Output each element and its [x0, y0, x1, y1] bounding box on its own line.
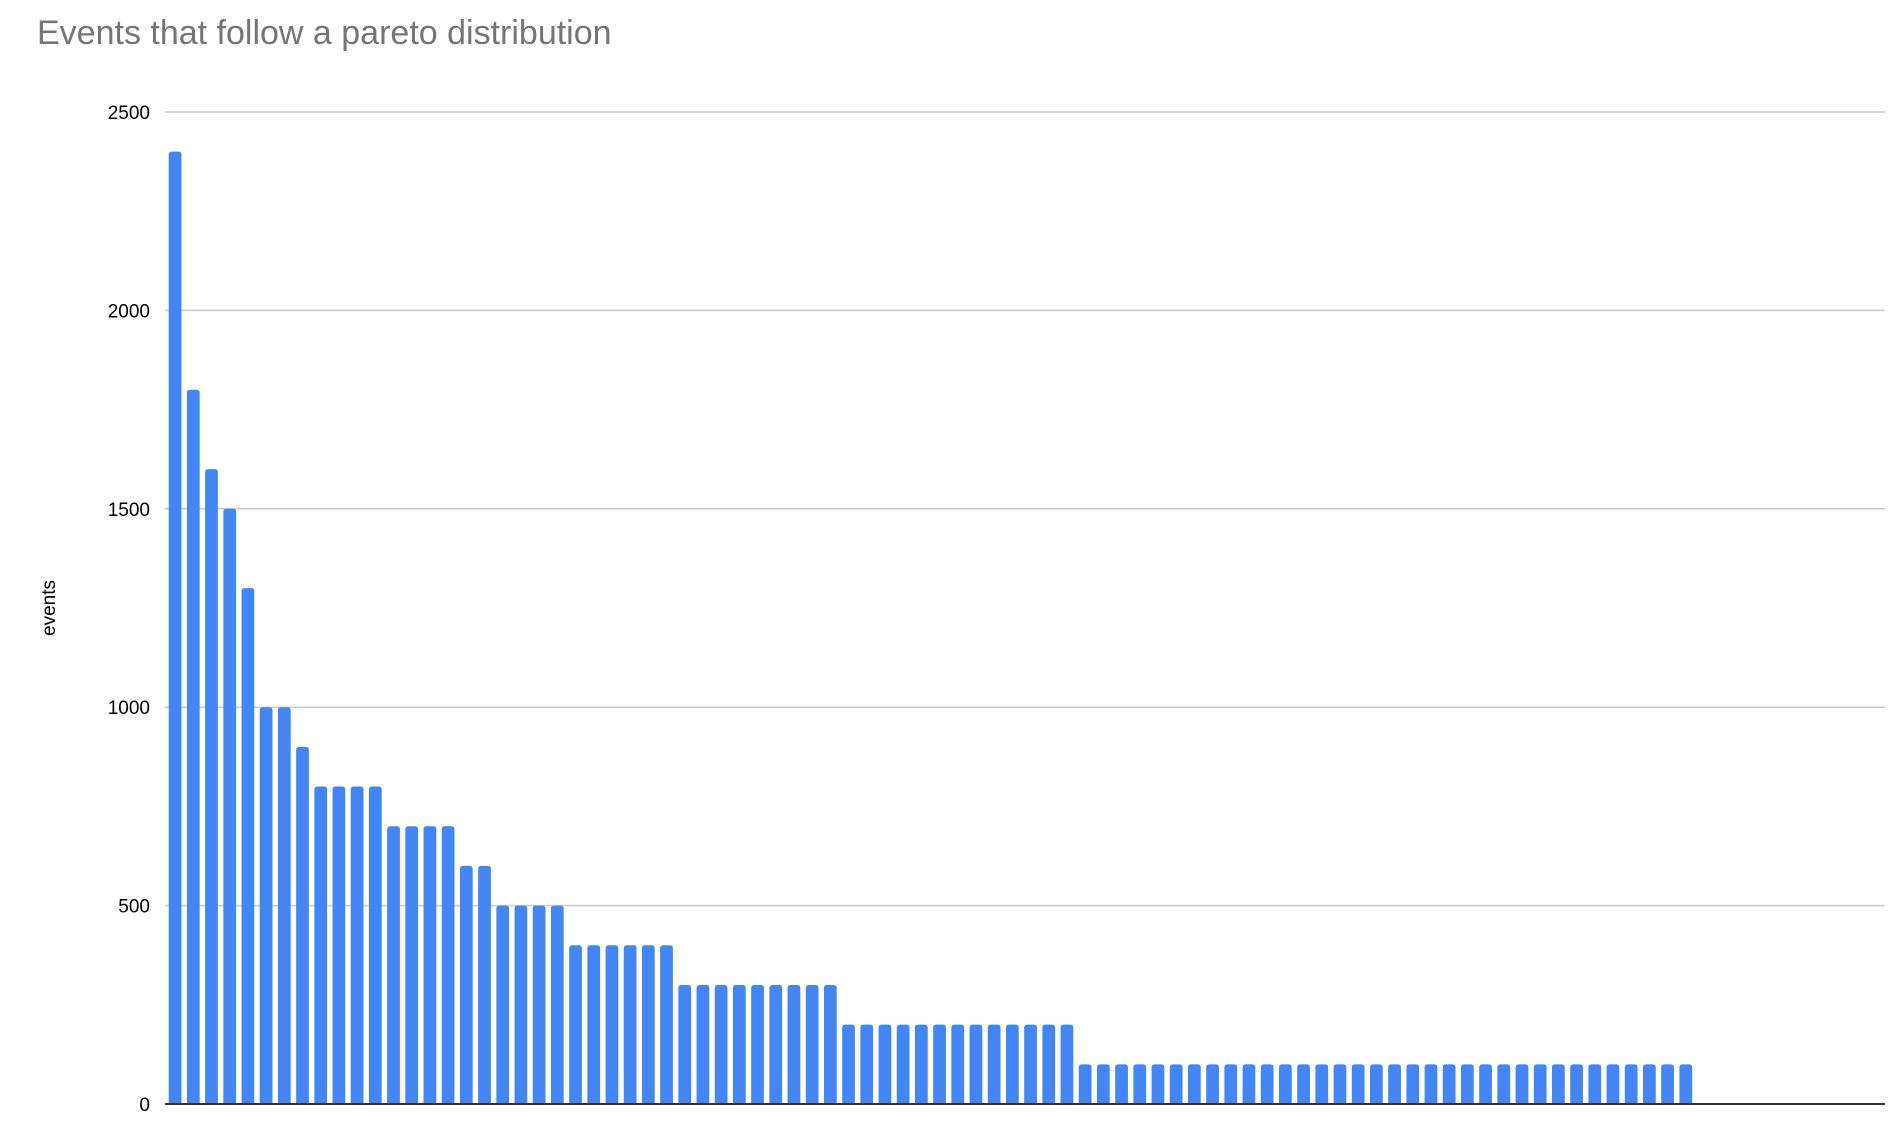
bar — [878, 1024, 892, 1104]
bar — [987, 1024, 1001, 1104]
bar — [1570, 1064, 1583, 1104]
y-tick-label: 500 — [118, 897, 150, 918]
bar — [933, 1024, 946, 1104]
bar — [1278, 1064, 1292, 1104]
bar — [1315, 1064, 1329, 1104]
y-tick-label: 0 — [139, 1095, 150, 1116]
bar — [532, 905, 546, 1104]
bars — [168, 151, 1693, 1104]
bar — [1624, 1064, 1638, 1104]
bar — [423, 826, 437, 1104]
y-tick-label: 2000 — [108, 301, 150, 322]
bar — [259, 707, 273, 1104]
bar — [732, 984, 746, 1104]
bar — [1133, 1064, 1147, 1104]
bar — [168, 151, 182, 1104]
bar — [714, 984, 728, 1104]
bar — [1060, 1024, 1074, 1104]
bar — [1260, 1064, 1274, 1104]
bar — [387, 826, 400, 1104]
bar — [678, 984, 692, 1104]
bar — [623, 945, 637, 1104]
bar — [896, 1024, 910, 1104]
bar — [1515, 1064, 1529, 1104]
y-tick-label: 2500 — [108, 103, 150, 124]
bar — [1424, 1064, 1438, 1104]
y-axis-ticks: 0 500 1000 1500 2000 2500 — [108, 103, 150, 1116]
bar — [587, 945, 601, 1104]
bar — [1442, 1064, 1456, 1104]
bar — [223, 508, 237, 1104]
bar — [514, 905, 528, 1104]
bar — [1151, 1064, 1165, 1104]
bar — [751, 984, 764, 1104]
bar — [1169, 1064, 1183, 1104]
bar — [277, 707, 291, 1104]
bar — [696, 984, 710, 1104]
bar — [186, 389, 200, 1104]
bar — [1005, 1024, 1019, 1104]
bar — [969, 1024, 983, 1104]
bar — [1479, 1064, 1492, 1104]
bar — [1679, 1064, 1693, 1104]
bar — [1206, 1064, 1219, 1104]
bar — [314, 786, 328, 1104]
bar — [1388, 1064, 1401, 1104]
bar — [205, 469, 218, 1104]
bar — [769, 984, 783, 1104]
bar — [241, 588, 255, 1104]
bar — [842, 1024, 855, 1104]
bar — [550, 905, 564, 1104]
bar — [1024, 1024, 1037, 1104]
bar — [1552, 1064, 1565, 1104]
bar — [641, 945, 655, 1104]
bar — [605, 945, 619, 1104]
bar — [1661, 1064, 1674, 1104]
bar — [1461, 1064, 1474, 1104]
gridlines — [165, 111, 1885, 907]
bar — [405, 826, 419, 1104]
bar — [1333, 1064, 1347, 1104]
bar — [1242, 1064, 1256, 1104]
bar — [914, 1024, 928, 1104]
bar — [1297, 1064, 1310, 1104]
bar — [368, 786, 382, 1104]
bar — [350, 786, 364, 1104]
bar — [1588, 1064, 1602, 1104]
bar — [332, 786, 346, 1104]
y-axis-title: events — [39, 580, 60, 636]
bar — [823, 984, 837, 1104]
bar — [1406, 1064, 1420, 1104]
bar — [1224, 1064, 1238, 1104]
bar — [1370, 1064, 1383, 1104]
bar — [478, 865, 491, 1104]
y-tick-label: 1000 — [108, 698, 150, 719]
bar — [805, 984, 819, 1104]
bar — [296, 746, 309, 1104]
bar — [787, 984, 801, 1104]
bar — [1042, 1024, 1056, 1104]
bar — [860, 1024, 874, 1104]
bar — [1351, 1064, 1365, 1104]
bar — [1115, 1064, 1128, 1104]
bar — [441, 826, 455, 1104]
chart-title: Events that follow a pareto distribution — [37, 14, 612, 52]
bar — [1643, 1064, 1656, 1104]
bar — [1187, 1064, 1201, 1104]
bar — [1078, 1064, 1092, 1104]
bar — [1497, 1064, 1511, 1104]
bar — [1606, 1064, 1620, 1104]
bar — [496, 905, 510, 1104]
bar — [951, 1024, 965, 1104]
bar — [459, 865, 473, 1104]
bar — [1096, 1064, 1110, 1104]
y-tick-label: 1500 — [108, 500, 150, 521]
bar — [1533, 1064, 1547, 1104]
bar — [569, 945, 582, 1104]
bar — [660, 945, 673, 1104]
